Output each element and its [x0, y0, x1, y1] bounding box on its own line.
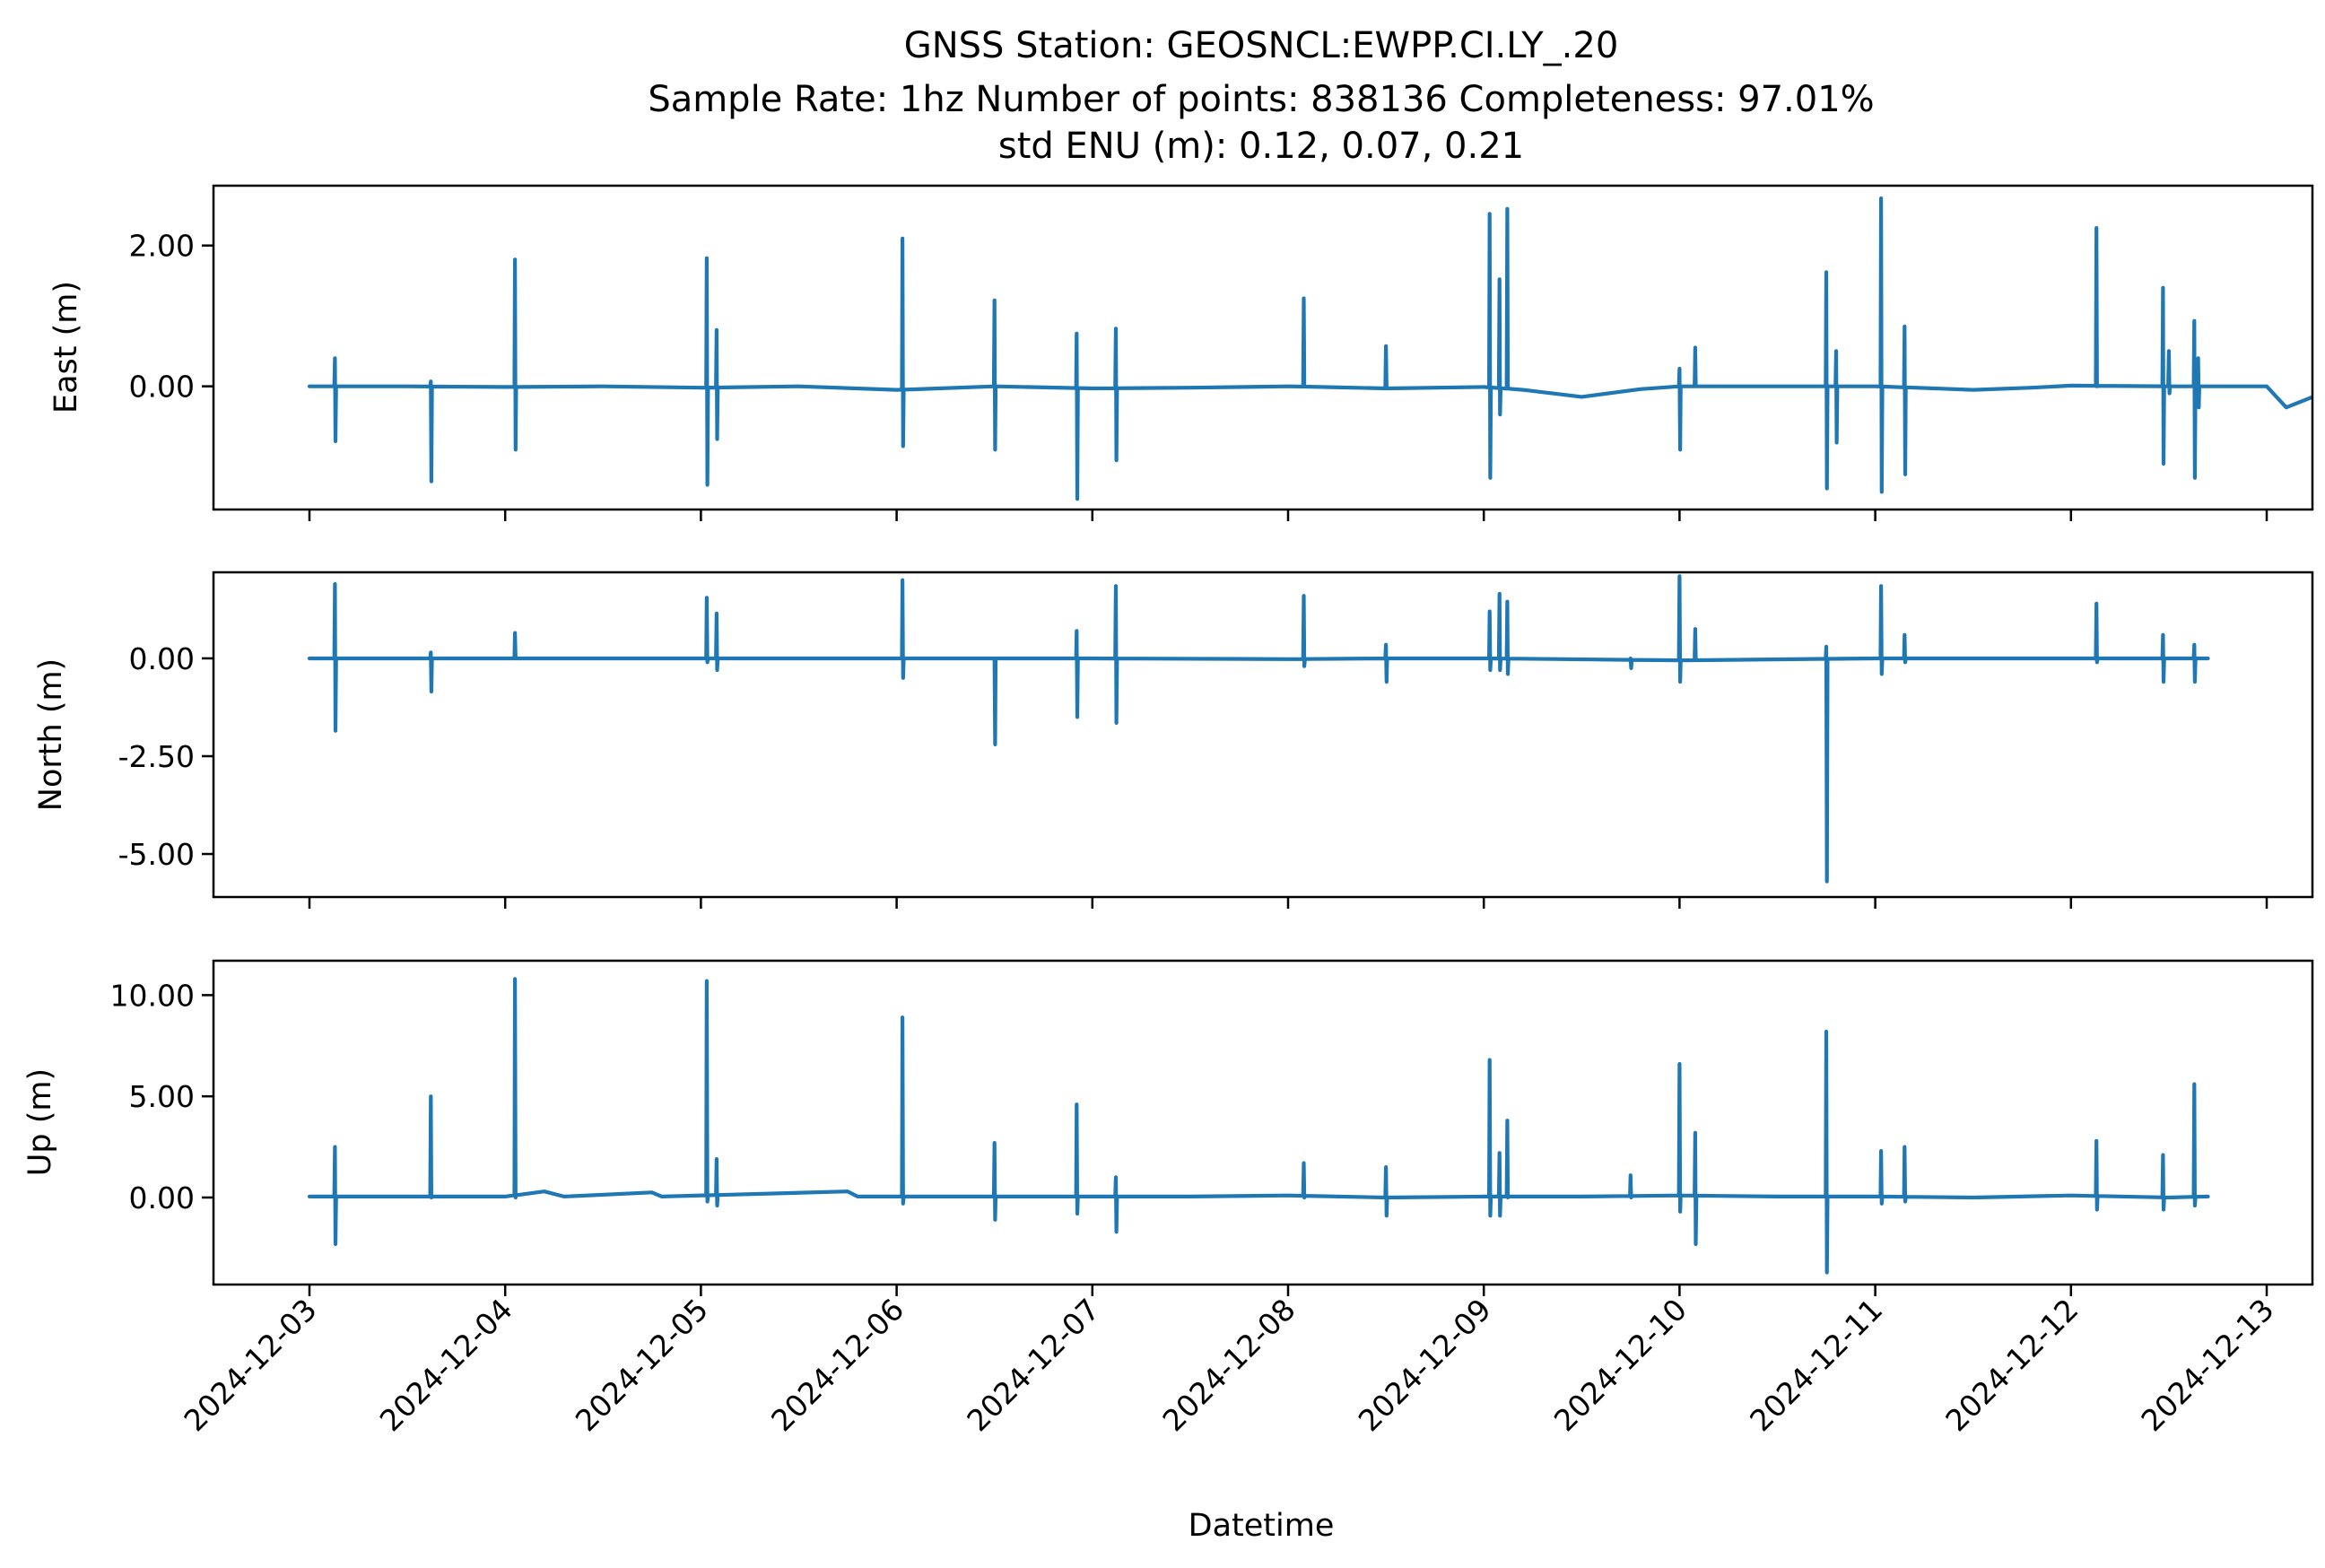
up-y-tick-label: 10.00	[110, 978, 195, 1013]
north-axes-frame	[212, 571, 2314, 899]
east-y-tick-label: 2.00	[129, 229, 195, 264]
north-series-line	[307, 574, 2210, 884]
north-y-axis-label: North (m)	[33, 658, 69, 811]
north-y-tick-label: -2.50	[118, 739, 195, 774]
chart-title-line-1: GNSS Station: GEOSNCL:EWPP.CI.LY_.20	[904, 25, 1619, 66]
chart-title-line-2: Sample Rate: 1hz Number of points: 83813…	[648, 79, 1874, 120]
north-y-tick-label: -5.00	[118, 837, 195, 872]
east-y-tick-label: 0.00	[129, 370, 195, 405]
up-y-tick-label: 0.00	[129, 1180, 195, 1215]
up-y-axis-label: Up (m)	[22, 1068, 58, 1176]
up-series-line	[307, 977, 2210, 1275]
east-series-line	[307, 196, 2312, 501]
east-axes-frame	[212, 184, 2314, 511]
x-axis-label: Datetime	[1189, 1508, 1335, 1544]
north-panel: 0.00 -2.50 -5.00 North (m)	[33, 571, 2314, 909]
up-panel: 0.00 5.00 10.00 Up (m)	[22, 959, 2314, 1296]
chart-title-line-3: std ENU (m): 0.12, 0.07, 0.21	[998, 126, 1524, 167]
up-y-tick-label: 5.00	[129, 1079, 195, 1114]
east-y-axis-label: East (m)	[48, 281, 84, 414]
north-y-tick-label: 0.00	[129, 641, 195, 676]
east-panel: 0.00 2.00 East (m)	[48, 184, 2314, 521]
up-axes-frame	[212, 959, 2314, 1286]
